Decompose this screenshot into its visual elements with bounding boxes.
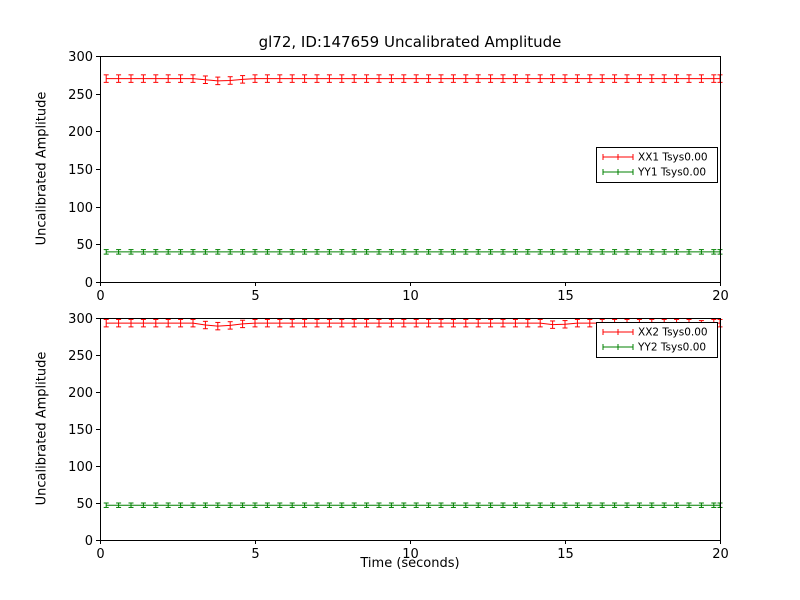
x-tick-label: 20 [712,547,729,562]
y-tick-label: 200 [68,386,93,401]
error-bars-XX1 [103,74,723,86]
legend-box [596,147,718,183]
y-tick-label: 0 [85,276,93,291]
error-bars-YY1 [103,249,723,255]
x-tick-label: 10 [402,289,419,304]
legend-box [596,322,718,358]
legend-sample-XX2 [602,329,634,335]
error-bars-XX2 [103,318,723,331]
x-tick-label: 10 [402,547,419,562]
error-bars-YY2 [103,502,723,508]
legend-label: XX1 Tsys0.00 [638,152,708,164]
xlabel: Time (seconds) [360,556,460,571]
legend-sample-YY1 [602,169,634,175]
x-tick-label: 0 [96,547,104,562]
y-tick-label: 100 [68,460,93,475]
legend-sample-YY2 [602,344,634,350]
y-tick-label: 50 [76,238,93,253]
axis-ticks [96,318,721,544]
x-tick-label: 15 [557,547,574,562]
x-tick-label: 15 [557,289,574,304]
y-tick-label: 250 [68,349,93,364]
y-tick-label: 150 [68,423,93,438]
legend-sample-XX1 [602,154,634,160]
x-tick-label: 5 [251,547,259,562]
y-tick-label: 300 [68,312,93,327]
figure-title: gl72, ID:147659 Uncalibrated Amplitude [258,33,562,51]
legend-label: YY2 Tsys0.00 [637,342,706,354]
y-tick-label: 50 [76,497,93,512]
y-tick-label: 300 [68,50,93,65]
y-tick-label: 250 [68,88,93,103]
y-tick-label: 0 [85,534,93,549]
legend-label: YY1 Tsys0.00 [637,167,706,179]
x-tick-label: 5 [251,289,259,304]
y-tick-label: 150 [68,163,93,178]
y-tick-label: 200 [68,125,93,140]
x-tick-label: 20 [712,289,729,304]
y-tick-label: 100 [68,201,93,216]
series-line-XX1 [106,78,720,82]
legend-label: XX2 Tsys0.00 [638,327,708,339]
x-tick-label: 0 [96,289,104,304]
axis-ticks [96,56,721,286]
